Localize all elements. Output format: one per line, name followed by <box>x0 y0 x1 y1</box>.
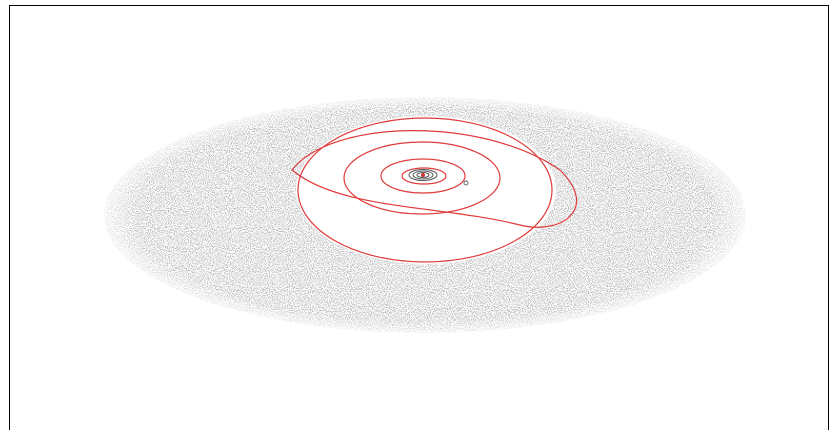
body <box>0 0 837 430</box>
sun <box>421 173 425 177</box>
scene <box>0 0 837 430</box>
page: {} html, body { margin: 0; padding: 0; b… <box>0 0 837 430</box>
